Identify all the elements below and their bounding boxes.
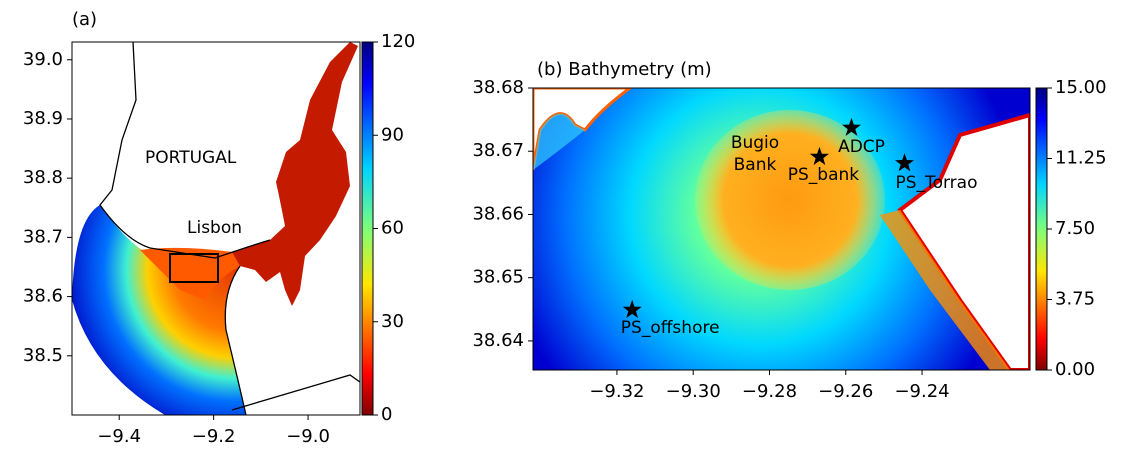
station-marker (622, 299, 642, 318)
x-tick-label: −9.2 (192, 426, 236, 447)
colorbar-b (1035, 87, 1048, 371)
colorbar-tick-label: 0 (381, 404, 392, 425)
colorbar-tick-label: 120 (381, 31, 415, 52)
annotation: PORTUGAL (145, 148, 237, 168)
station-label: PS_Torrao (896, 173, 978, 193)
y-tick-label: 38.7 (23, 226, 63, 247)
y-tick-label: 38.6 (23, 286, 63, 307)
y-tick-label: 38.64 (472, 330, 524, 351)
panel-title: (b) Bathymetry (m) (537, 59, 712, 80)
x-tick-label: −9.24 (894, 381, 949, 402)
colorbar-a (361, 41, 374, 416)
y-tick-label: 38.67 (472, 140, 524, 161)
colorbar-tick-label: 3.75 (1055, 289, 1095, 310)
y-tick-label: 38.66 (472, 203, 524, 224)
x-tick-label: −9.4 (97, 426, 141, 447)
y-tick-label: 39.0 (23, 49, 63, 70)
colorbar-tick-label: 60 (381, 218, 404, 239)
x-tick-label: −9.30 (666, 381, 721, 402)
station-marker (842, 117, 861, 136)
station-marker (895, 153, 914, 172)
y-tick-label: 38.65 (472, 267, 524, 288)
colorbar-tick-label: 11.25 (1055, 148, 1107, 169)
annotation: Lisbon (187, 218, 242, 238)
colorbar-tick-label: 30 (381, 311, 404, 332)
y-tick-label: 38.8 (23, 167, 63, 188)
x-tick-label: −9.0 (286, 426, 330, 447)
annotation: Bugio (731, 133, 779, 153)
colorbar-tick-label: 15.00 (1055, 77, 1107, 98)
x-tick-label: −9.32 (589, 381, 644, 402)
station-label: PS_bank (788, 165, 860, 185)
station-label: PS_offshore (621, 318, 720, 338)
station-marker (809, 146, 829, 165)
y-tick-label: 38.68 (472, 77, 524, 98)
panel-title: (a) (72, 9, 97, 30)
map-a (72, 42, 360, 415)
y-tick-label: 38.5 (23, 345, 63, 366)
axes-a (71, 41, 361, 416)
x-tick-label: −9.28 (742, 381, 797, 402)
station-label: ADCP (838, 137, 885, 157)
map-b (533, 88, 1030, 370)
colorbar-tick-label: 90 (381, 124, 404, 145)
x-tick-label: −9.26 (818, 381, 873, 402)
colorbar-tick-label: 0.00 (1055, 359, 1095, 380)
colorbar-tick-label: 7.50 (1055, 218, 1095, 239)
y-tick-label: 38.9 (23, 108, 63, 129)
axes-b (532, 87, 1031, 371)
annotation: Bank (734, 155, 777, 175)
